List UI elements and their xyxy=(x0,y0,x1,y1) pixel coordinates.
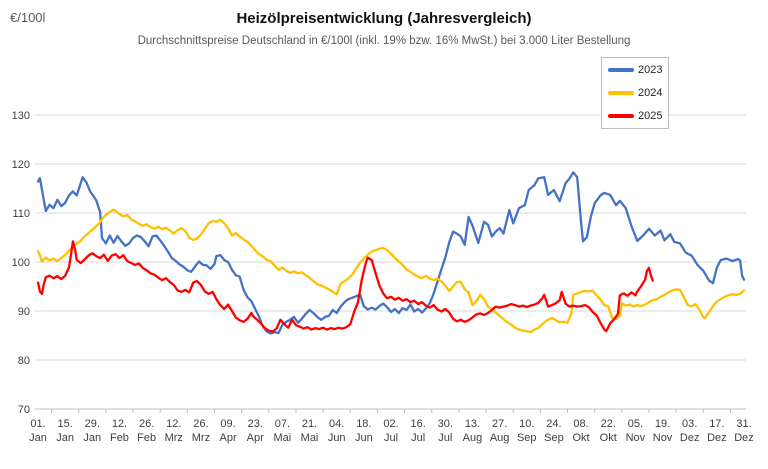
x-axis-tick-label: Okt xyxy=(600,432,617,444)
x-axis-tick-label: 29. xyxy=(85,418,100,430)
x-axis-tick-label: 05. xyxy=(628,418,643,430)
x-axis-tick-label: Jul xyxy=(384,432,398,444)
legend-line-swatch-2024 xyxy=(608,91,634,95)
x-axis-tick-label: 30. xyxy=(438,418,453,430)
x-axis-tick-label: Dez xyxy=(707,432,727,444)
x-axis-tick-label: 10. xyxy=(519,418,534,430)
series-line-2025 xyxy=(36,240,654,333)
x-axis-tick-label: Jan xyxy=(29,432,47,444)
x-axis-tick-label: 12. xyxy=(166,418,181,430)
legend-line-swatch-2025 xyxy=(608,114,634,118)
x-axis-tick-label: Nov xyxy=(653,432,673,444)
x-axis-tick-label: 31. xyxy=(736,418,751,430)
chart-legend: 2023 2024 2025 xyxy=(601,57,669,129)
x-axis-tick-label: Mai xyxy=(301,432,319,444)
y-axis-unit-label: €/100l xyxy=(10,10,46,25)
x-axis-tick-label: Feb xyxy=(137,432,156,444)
x-axis-tick-label: 12. xyxy=(112,418,127,430)
x-axis-tick-label: Aug xyxy=(490,432,510,444)
x-axis-tick-label: 13. xyxy=(465,418,480,430)
x-axis-tick-label: Jun xyxy=(355,432,373,444)
x-axis-tick-label: Dez xyxy=(734,432,754,444)
series-line-2023 xyxy=(36,171,746,335)
x-axis-tick-label: Jan xyxy=(56,432,74,444)
legend-label: 2025 xyxy=(638,109,663,122)
x-axis-tick-label: Mrz xyxy=(165,432,183,444)
legend-entry-2024: 2024 xyxy=(608,87,668,99)
x-axis-tick-label: Dez xyxy=(680,432,700,444)
x-axis-tick-label: 17. xyxy=(709,418,724,430)
x-axis-tick-label: 07. xyxy=(275,418,290,430)
x-axis-tick-label: Mai xyxy=(274,432,292,444)
x-axis-tick-label: 16. xyxy=(411,418,426,430)
x-axis-tick-label: 22. xyxy=(601,418,616,430)
x-axis-tick-label: 23. xyxy=(248,418,263,430)
y-axis-tick-label: 100 xyxy=(12,257,30,269)
legend-entry-2025: 2025 xyxy=(608,110,668,122)
legend-label: 2023 xyxy=(638,63,663,76)
y-axis-tick-label: 90 xyxy=(18,306,30,318)
x-axis-tick-label: Apr xyxy=(220,432,237,444)
x-axis-tick-label: Jul xyxy=(411,432,425,444)
x-axis-tick-label: Feb xyxy=(110,432,129,444)
legend-entry-2023: 2023 xyxy=(608,64,668,76)
x-axis-tick-label: Aug xyxy=(463,432,483,444)
x-axis-tick-label: 19. xyxy=(655,418,670,430)
x-axis-tick-label: 02. xyxy=(383,418,398,430)
legend-label: 2024 xyxy=(638,86,663,99)
x-axis-tick-label: 26. xyxy=(193,418,208,430)
chart-title: Heizölpreisentwicklung (Jahresvergleich) xyxy=(236,10,532,27)
y-axis-tick-label: 110 xyxy=(12,208,30,220)
x-axis-tick-label: Okt xyxy=(573,432,590,444)
x-axis-tick-label: 24. xyxy=(546,418,561,430)
legend-line-swatch-2023 xyxy=(608,68,634,72)
chart-subtitle: Durchschnittspreise Deutschland in €/100… xyxy=(137,35,631,47)
x-axis-tick-label: Apr xyxy=(247,432,264,444)
x-axis-tick-label: Mrz xyxy=(192,432,210,444)
x-axis-tick-label: 03. xyxy=(682,418,697,430)
x-axis-tick-label: 26. xyxy=(139,418,154,430)
x-axis-tick-label: Nov xyxy=(626,432,646,444)
x-axis-tick-label: 21. xyxy=(302,418,317,430)
x-axis-tick-label: 18. xyxy=(356,418,371,430)
x-axis-tick-label: 09. xyxy=(220,418,235,430)
y-axis-tick-label: 120 xyxy=(12,159,30,171)
y-axis-tick-label: 80 xyxy=(18,355,30,367)
x-axis-tick-label: Sep xyxy=(517,432,537,444)
x-axis-tick-label: Jul xyxy=(438,432,452,444)
x-axis-tick-label: 04. xyxy=(329,418,344,430)
x-axis-tick-label: 15. xyxy=(58,418,73,430)
x-axis-tick-label: Jan xyxy=(83,432,101,444)
x-axis-tick-label: 27. xyxy=(492,418,507,430)
x-axis-tick-label: Jun xyxy=(328,432,346,444)
x-axis-tick-label: Sep xyxy=(544,432,564,444)
x-axis-tick-label: 01. xyxy=(30,418,45,430)
x-axis-tick-label: 08. xyxy=(573,418,588,430)
series-line-2024 xyxy=(36,208,746,334)
y-axis-tick-label: 130 xyxy=(12,110,30,122)
y-axis-tick-label: 70 xyxy=(18,404,30,416)
